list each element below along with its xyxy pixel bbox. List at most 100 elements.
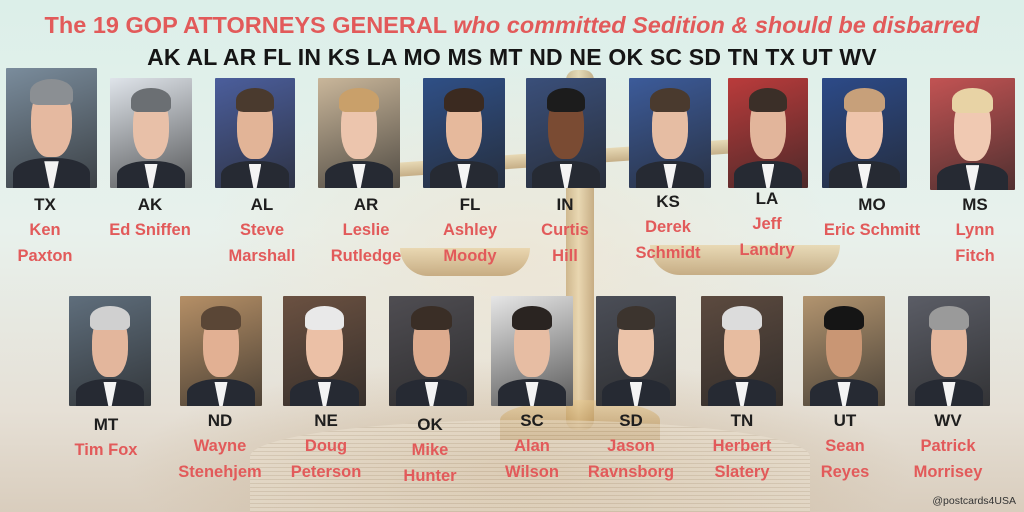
scales-base-icon xyxy=(500,400,660,440)
attorney-name: Lynn xyxy=(955,221,995,239)
state-label: MT xyxy=(93,415,119,434)
attorney-card: UT Sean Reyes xyxy=(775,296,915,485)
state-label: LA xyxy=(755,189,779,208)
in-portrait-icon xyxy=(526,78,606,188)
state-label: AR xyxy=(353,195,379,214)
ms-portrait-icon xyxy=(930,78,1015,190)
la-portrait-icon xyxy=(728,78,808,188)
attorney-surname: Hunter xyxy=(403,467,457,485)
attorney-card: NE Doug Peterson xyxy=(256,296,396,485)
attorney-name: Curtis xyxy=(541,221,589,239)
state-label: SC xyxy=(520,411,544,430)
attorney-card: AL Steve Marshall xyxy=(192,78,332,269)
headline-italic: who committed Sedition & should be disba… xyxy=(453,12,980,38)
attorney-card: FL Ashley Moody xyxy=(400,78,540,269)
state-label: MO xyxy=(858,195,886,214)
attorney-name: Mike xyxy=(411,441,449,459)
state-label: OK xyxy=(417,415,443,434)
attorney-name: Tim Fox xyxy=(74,441,138,459)
attorney-card: MS Lynn Fitch xyxy=(905,78,1024,269)
scales-pan-icon xyxy=(650,245,840,275)
attorney-name: Alan xyxy=(514,437,550,455)
attorney-card: ND Wayne Stenehjem xyxy=(150,296,290,485)
attorney-name: Herbert xyxy=(712,437,772,455)
attorney-card: SD Jason Ravnsborg xyxy=(561,296,701,485)
attorney-surname: Stenehjem xyxy=(178,463,262,481)
ok-portrait-icon xyxy=(389,296,474,406)
attorney-surname: Slatery xyxy=(714,463,770,481)
nd-portrait-icon xyxy=(180,296,262,406)
open-book-icon xyxy=(250,420,810,512)
headline: The 19 GOP ATTORNEYS GENERAL who committ… xyxy=(0,12,1024,39)
attorney-surname: Schmidt xyxy=(635,244,701,262)
ak-portrait-icon xyxy=(110,78,192,188)
attorney-surname: Fitch xyxy=(955,247,995,265)
scales-pan-icon xyxy=(400,248,530,276)
attorney-name: Patrick xyxy=(920,437,976,455)
mo-portrait-icon xyxy=(822,78,907,188)
attorney-name: Leslie xyxy=(342,221,390,239)
state-label: AK xyxy=(137,195,163,214)
attorney-name: Steve xyxy=(239,221,285,239)
state-label: KS xyxy=(656,192,680,211)
state-label: FL xyxy=(459,195,481,214)
sc-portrait-icon xyxy=(491,296,573,406)
attorney-surname: Peterson xyxy=(290,463,362,481)
attorney-card: WV Patrick Morrisey xyxy=(878,296,1018,485)
attorney-name: Jeff xyxy=(752,215,782,233)
attorney-card: TN Herbert Slatery xyxy=(672,296,812,485)
state-label: NE xyxy=(314,411,338,430)
attorney-card: SC Alan Wilson xyxy=(462,296,602,485)
state-label: ND xyxy=(207,411,233,430)
attorney-card: KS Derek Schmidt xyxy=(598,78,738,266)
attorney-name: Ken xyxy=(29,221,61,239)
attorney-surname: Moody xyxy=(443,247,497,265)
al-portrait-icon xyxy=(215,78,295,188)
attorney-name: Doug xyxy=(304,437,348,455)
ne-portrait-icon xyxy=(283,296,366,406)
attorney-surname: Paxton xyxy=(17,247,73,265)
attorney-card: OK Mike Hunter xyxy=(360,296,500,489)
attorney-card: TX Ken Paxton xyxy=(0,68,115,269)
attorney-surname: Landry xyxy=(739,241,795,259)
attorney-card: LA Jeff Landry xyxy=(697,78,837,263)
state-label: WV xyxy=(934,411,962,430)
attorney-surname: Hill xyxy=(552,247,578,265)
state-label: SD xyxy=(619,411,643,430)
attorney-name: Sean xyxy=(825,437,865,455)
attorney-surname: Rutledge xyxy=(330,247,402,265)
mt-portrait-icon xyxy=(69,296,151,406)
attorney-card: MT Tim Fox xyxy=(36,296,176,463)
credit-handle: @postcards4USA xyxy=(932,495,1016,507)
fl-portrait-icon xyxy=(423,78,505,188)
sd-portrait-icon xyxy=(596,296,676,406)
headline-main: The 19 GOP ATTORNEYS GENERAL xyxy=(44,12,447,38)
attorney-card: MO Eric Schmitt xyxy=(802,78,942,243)
attorney-surname: Reyes xyxy=(820,463,870,481)
attorney-name: Wayne xyxy=(193,437,247,455)
ut-portrait-icon xyxy=(803,296,885,406)
tx-portrait-icon xyxy=(6,68,97,188)
tn-portrait-icon xyxy=(701,296,783,406)
state-label: UT xyxy=(833,411,857,430)
ks-portrait-icon xyxy=(629,78,711,188)
state-label: AL xyxy=(250,195,274,214)
attorney-surname: Morrisey xyxy=(913,463,983,481)
attorney-surname: Marshall xyxy=(228,247,296,265)
attorney-name: Derek xyxy=(645,218,691,236)
state-label: TX xyxy=(34,195,56,214)
attorney-name: Ed Sniffen xyxy=(109,221,191,239)
attorney-card: AK Ed Sniffen xyxy=(80,78,220,243)
state-abbreviations: AK AL AR FL IN KS LA MO MS MT ND NE OK S… xyxy=(147,44,877,70)
wv-portrait-icon xyxy=(908,296,990,406)
state-label: IN xyxy=(556,195,574,214)
attorney-name: Ashley xyxy=(442,221,498,239)
state-label: TN xyxy=(730,411,754,430)
state-label: MS xyxy=(962,195,988,214)
attorney-card: IN Curtis Hill xyxy=(495,78,635,269)
attorney-card: AR Leslie Rutledge xyxy=(296,78,436,269)
attorney-surname: Wilson xyxy=(505,463,559,481)
ar-portrait-icon xyxy=(318,78,400,188)
attorney-surname: Ravnsborg xyxy=(587,463,675,481)
